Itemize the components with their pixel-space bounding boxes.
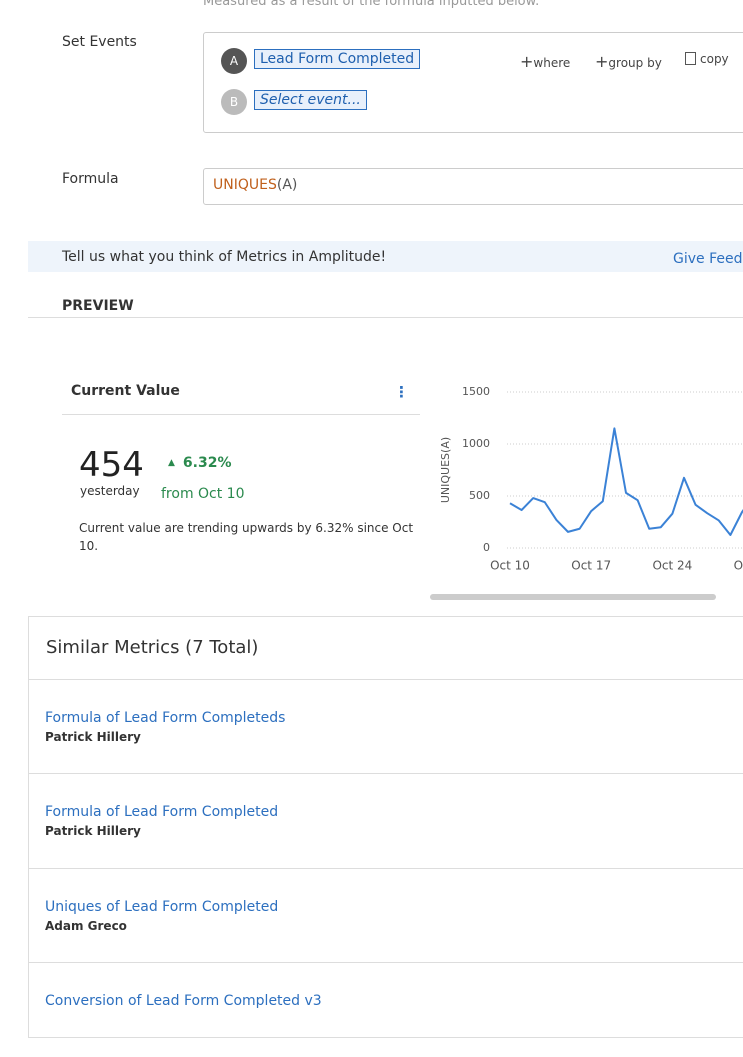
change: ▲ 6.32%: [168, 455, 232, 471]
copy-button[interactable]: copy: [685, 52, 729, 66]
current-sublabel: yesterday: [80, 484, 140, 498]
current-value: 454: [79, 445, 144, 485]
x-tick-label: Oct 10: [490, 559, 530, 573]
metric-author: Patrick Hillery: [45, 824, 141, 839]
feedback-banner: [28, 241, 743, 272]
metric-name[interactable]: Conversion of Lead Form Completed v3: [45, 992, 322, 1009]
y-tick-label: 0: [483, 541, 490, 554]
action-label: group by: [608, 56, 662, 70]
divider: [62, 414, 420, 415]
chart: UNIQUES(A) 0 500 1000 1500 Oct 10 Oct 17 Oct 2…: [430, 385, 743, 600]
action-label: copy: [700, 52, 729, 66]
metric-name[interactable]: Formula of Lead Form Completeds: [45, 710, 286, 726]
formula-label: Formula: [62, 171, 119, 187]
preview-title: PREVIEW: [62, 298, 134, 314]
metric-name[interactable]: Uniques of Lead Form Completed: [45, 898, 279, 915]
feedback-link[interactable]: Give Feed: [673, 251, 743, 267]
metric-name[interactable]: Formula of Lead Form Completed: [45, 804, 279, 821]
card-title: Current Value: [71, 383, 180, 399]
events-box: [203, 32, 743, 133]
divider: [28, 317, 743, 318]
x-tick-label: Oct 24: [652, 559, 692, 573]
metric-author: Adam Greco: [45, 918, 127, 933]
group-by-button[interactable]: +group by: [595, 52, 662, 71]
events-label: Set Events: [62, 34, 137, 50]
action-label: where: [533, 56, 571, 70]
note: Measured as a result of the formula inpu…: [203, 0, 540, 9]
description: Current value are trending upwards by 6.…: [79, 521, 414, 553]
y-tick-label: 1500: [462, 385, 490, 398]
formula-argument: (A): [276, 177, 298, 193]
y-tick-label: 500: [469, 489, 490, 502]
feedback-text: Tell us what you think of Metrics in Amp…: [62, 249, 387, 265]
menu-button[interactable]: ⋮: [394, 383, 409, 401]
scrollbar[interactable]: [430, 594, 716, 600]
event-pill[interactable]: Lead Form Completed: [254, 49, 421, 69]
event-letter: B: [221, 89, 247, 115]
metric-row[interactable]: Formula of Lead Form Completeds Patrick H…: [28, 679, 743, 774]
metric-row[interactable]: Formula of Lead Form Completed Patrick Hi…: [28, 773, 743, 868]
y-tick-label: 1000: [462, 437, 490, 450]
x-tick-label: Oct 31: [734, 559, 743, 573]
formula-input[interactable]: [203, 168, 743, 205]
change-value: 6.32%: [182, 455, 232, 471]
where-button[interactable]: +where: [520, 52, 571, 71]
y-axis-label: UNIQUES(A): [439, 437, 452, 503]
event-pill[interactable]: Select event...: [254, 90, 367, 110]
formula-function: UNIQUES: [213, 177, 277, 193]
formula-text: UNIQUES(A): [213, 177, 297, 193]
metric-row[interactable]: Conversion of Lead Form Completed v3: [28, 961, 743, 1057]
similar-title: Similar Metrics (7 Total): [46, 637, 259, 658]
since: from Oct 10: [161, 486, 245, 502]
line: [509, 427, 743, 536]
metric-author: Patrick Hillery: [45, 730, 141, 744]
x-tick-label: Oct 17: [571, 559, 611, 573]
metric-row[interactable]: Uniques of Lead Form Completed Adam Greco: [28, 867, 743, 963]
page: Measured as a result of the formula inpu…: [28, 0, 743, 1038]
event-letter: A: [221, 48, 247, 74]
